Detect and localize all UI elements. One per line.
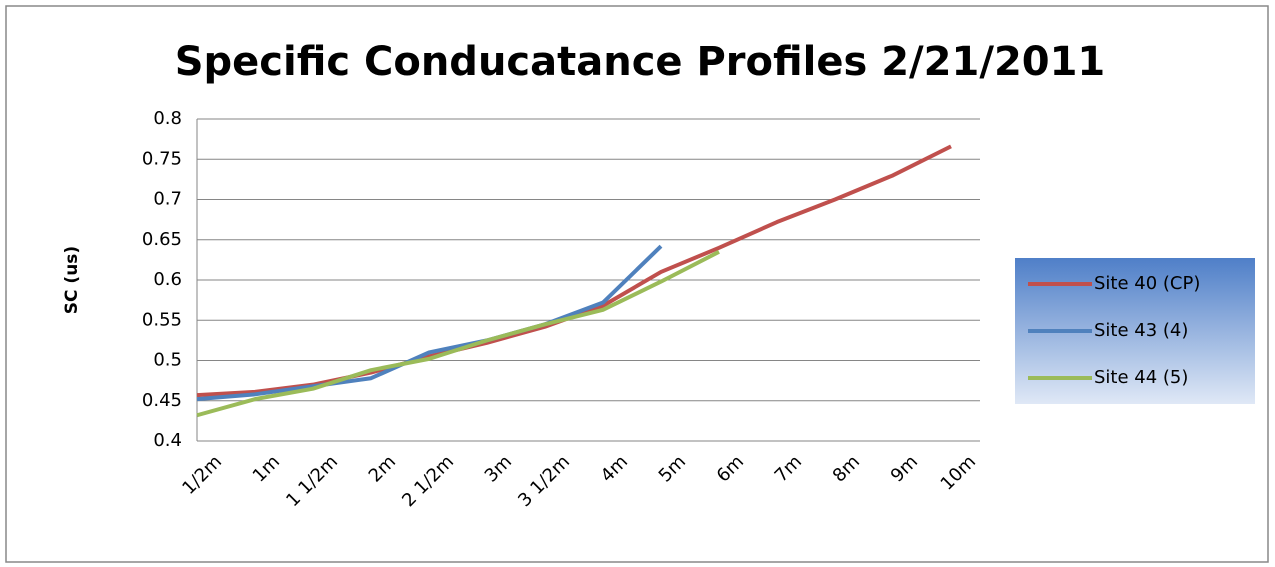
y-tick-label: 0.75 bbox=[142, 148, 182, 169]
y-axis-label: SC (us) bbox=[62, 246, 82, 314]
y-tick-label: 0.55 bbox=[142, 309, 182, 330]
series-line bbox=[196, 250, 720, 418]
y-tick-label: 0.4 bbox=[153, 430, 182, 451]
series-line bbox=[196, 244, 663, 402]
chart-title: Specific Conducatance Profiles 2/21/2011 bbox=[175, 39, 1106, 85]
y-tick-label: 0.6 bbox=[153, 269, 182, 290]
legend-label: Site 40 (CP) bbox=[1094, 273, 1200, 294]
y-tick-label: 0.45 bbox=[142, 390, 182, 411]
y-tick-label: 0.7 bbox=[153, 189, 182, 210]
legend-label: Site 43 (4) bbox=[1094, 320, 1188, 341]
y-tick-label: 0.65 bbox=[142, 229, 182, 250]
y-tick-label: 0.8 bbox=[153, 108, 182, 129]
y-tick-label: 0.5 bbox=[153, 350, 182, 371]
legend-label: Site 44 (5) bbox=[1094, 367, 1188, 388]
